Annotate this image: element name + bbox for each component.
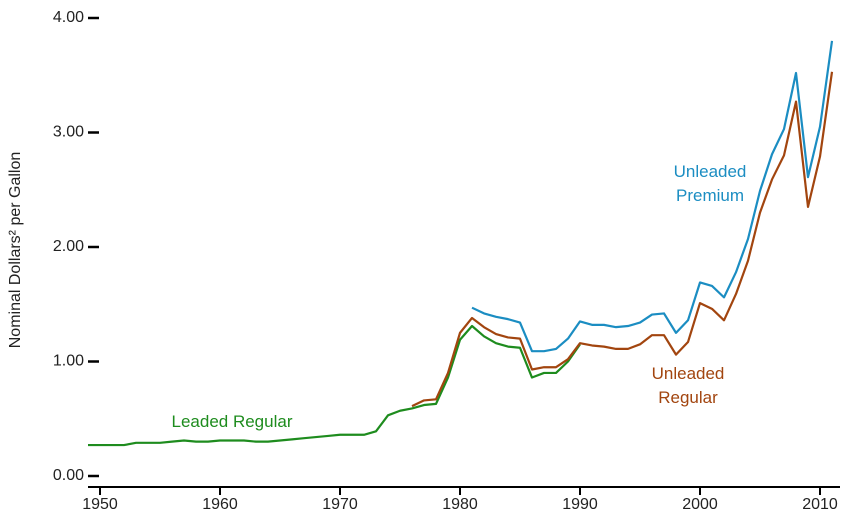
y-tick-label: 4.00 <box>53 9 84 26</box>
series-label: Unleaded Premium <box>673 162 747 205</box>
series-label: Unleaded Regular <box>651 364 725 407</box>
x-tick-label: 1960 <box>202 496 238 513</box>
series-line <box>411 71 834 408</box>
y-tick-label: 3.00 <box>53 124 84 141</box>
y-tick-label: 2.00 <box>53 238 84 255</box>
x-tick-label: 1980 <box>442 496 478 513</box>
y-tick-label: 1.00 <box>53 353 84 370</box>
x-tick-label: 2000 <box>682 496 718 513</box>
y-tick-label: 0.00 <box>53 467 84 484</box>
x-tick-label: 1970 <box>322 496 358 513</box>
x-tick-label: 1950 <box>82 496 118 513</box>
x-tick-label: 1990 <box>562 496 598 513</box>
y-axis-label: Nominal Dollars² per Gallon <box>7 152 24 349</box>
series-line <box>471 40 834 353</box>
series-line <box>88 324 581 447</box>
series-label: Leaded Regular <box>171 412 293 431</box>
x-tick-label: 2010 <box>802 496 838 513</box>
